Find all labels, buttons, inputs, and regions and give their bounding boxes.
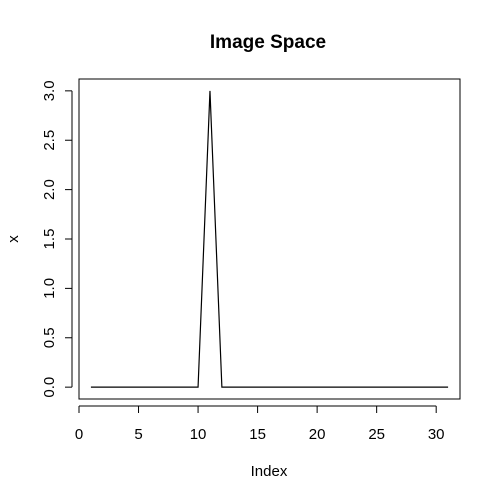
- x-tick-label: 0: [75, 426, 83, 443]
- y-tick-label: 1.5: [41, 229, 58, 250]
- x-tick-label: 20: [309, 426, 326, 443]
- x-tick-label: 10: [190, 426, 207, 443]
- series-layer: [90, 90, 449, 388]
- x-axis: 0 5 10 15 20 25 30: [75, 405, 445, 443]
- y-tick-label: 3.0: [41, 80, 58, 101]
- series-line: [90, 90, 449, 388]
- y-tick-label: 0.5: [41, 327, 58, 348]
- x-axis-label: Index: [251, 463, 288, 480]
- x-tick-label: 30: [428, 426, 445, 443]
- x-tick-label: 5: [134, 426, 142, 443]
- y-tick-label: 0.0: [41, 377, 58, 398]
- y-tick-label: 1.0: [41, 278, 58, 299]
- x-tick-label: 25: [368, 426, 385, 443]
- y-axis-label: x: [5, 235, 22, 243]
- x-tick-label: 15: [249, 426, 266, 443]
- y-tick-label: 2.5: [41, 130, 58, 151]
- y-axis: 0.0 0.5 1.0 1.5 2.0 2.5 3.0: [41, 80, 73, 398]
- chart-title: Image Space: [210, 32, 326, 53]
- y-tick-label: 2.0: [41, 179, 58, 200]
- plot-frame: [78, 78, 461, 400]
